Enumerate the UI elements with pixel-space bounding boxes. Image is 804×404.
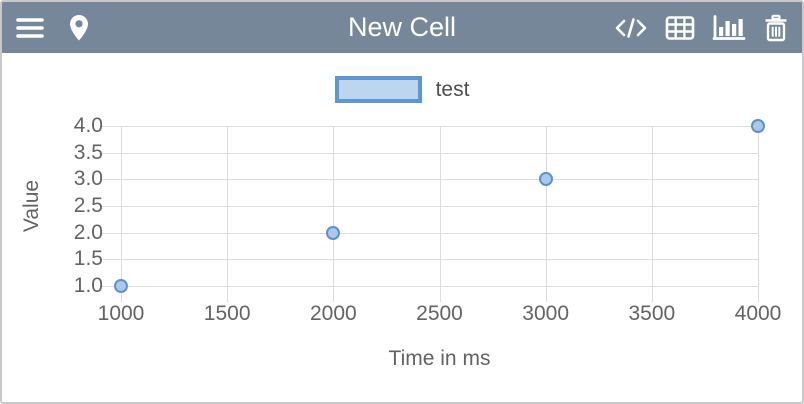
x-tick-mark xyxy=(333,286,335,302)
y-tick-mark xyxy=(102,179,121,181)
data-point[interactable] xyxy=(326,225,341,240)
x-tick-label: 3500 xyxy=(628,302,676,325)
location-pin-icon[interactable] xyxy=(69,14,89,42)
y-tick-label: 4.0 xyxy=(73,114,103,137)
x-gridline xyxy=(758,126,759,286)
header-bar: New Cell xyxy=(2,2,802,53)
x-tick-mark xyxy=(758,286,759,302)
y-gridline xyxy=(121,259,758,261)
x-tick-mark xyxy=(439,286,441,302)
y-tick-mark xyxy=(102,126,121,127)
y-tick-mark xyxy=(102,206,121,207)
y-tick-label: 2.5 xyxy=(73,194,103,217)
code-icon[interactable] xyxy=(614,14,648,42)
y-tick-label: 1.5 xyxy=(73,247,103,271)
y-tick-label: 1.0 xyxy=(73,274,103,297)
data-point[interactable] xyxy=(538,172,553,187)
plot-area xyxy=(102,119,765,302)
header-left-group xyxy=(15,14,89,42)
x-tick-label: 1500 xyxy=(203,302,251,325)
y-gridline xyxy=(121,206,758,207)
y-tick-mark xyxy=(102,286,121,287)
y-gridline xyxy=(121,232,758,234)
trash-icon[interactable] xyxy=(763,14,789,42)
y-gridline xyxy=(121,126,758,127)
y-tick-mark xyxy=(102,259,121,261)
y-tick-labels: 1.0 1.5 2.0 2.5 3.0 3.5 4.0 xyxy=(41,114,103,297)
bar-chart-icon[interactable] xyxy=(712,14,746,42)
legend-item[interactable]: test xyxy=(2,76,802,103)
x-tick-label: 3000 xyxy=(522,302,570,325)
table-icon[interactable] xyxy=(665,15,695,41)
y-tick-label: 2.0 xyxy=(73,220,103,244)
x-tick-label: 2500 xyxy=(416,302,463,325)
x-tick-mark xyxy=(545,286,547,302)
x-axis-title: Time in ms xyxy=(388,347,491,370)
y-gridline xyxy=(121,286,758,287)
header-right-group xyxy=(614,14,789,42)
x-tick-label: 2000 xyxy=(309,302,357,325)
y-tick-mark xyxy=(102,152,121,154)
chart-region: test Value 1.0 1.5 2.0 2.5 3.0 3.5 4.0 1000 150… xyxy=(2,53,802,402)
x-tick-mark xyxy=(227,286,229,302)
x-tick-mark xyxy=(121,286,122,302)
x-tick-label: 1000 xyxy=(97,302,145,325)
y-tick-mark xyxy=(102,232,121,234)
y-gridline xyxy=(121,152,758,154)
legend-swatch xyxy=(334,76,422,103)
legend-label: test xyxy=(435,77,470,101)
y-tick-label: 3.5 xyxy=(73,140,103,164)
x-tick-mark xyxy=(651,286,653,302)
data-point[interactable] xyxy=(114,279,128,293)
y-tick-label: 3.0 xyxy=(73,167,103,191)
y-gridline xyxy=(121,179,758,181)
x-tick-labels: 1000 1500 2000 2500 3000 3500 4000 xyxy=(98,302,782,326)
menu-icon[interactable] xyxy=(15,15,45,41)
x-tick-label: 4000 xyxy=(734,302,782,325)
data-point[interactable] xyxy=(751,119,765,133)
